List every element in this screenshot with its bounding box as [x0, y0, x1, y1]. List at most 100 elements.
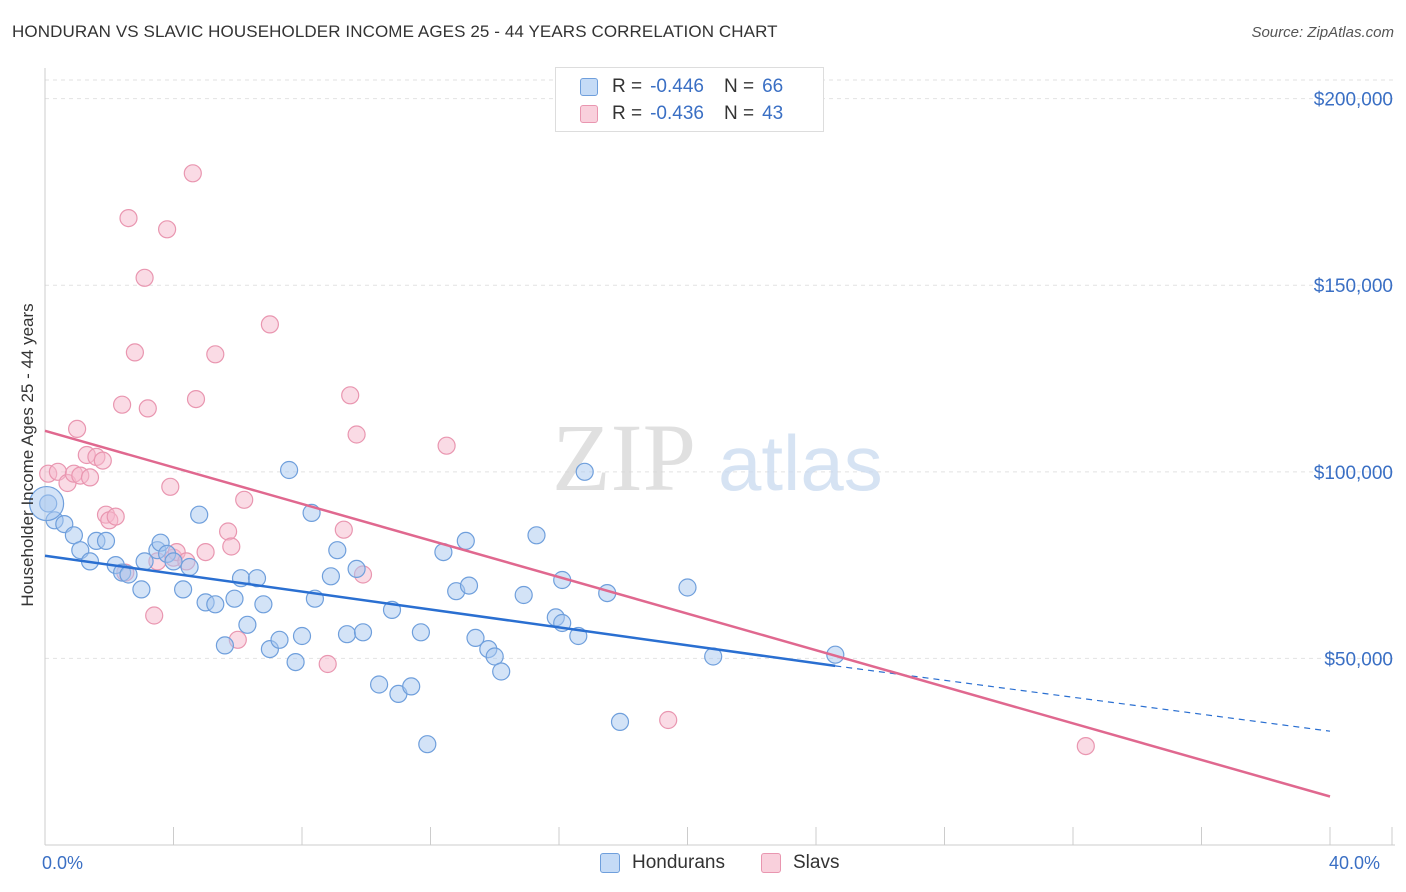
hondurans-point — [610, 712, 630, 732]
slavs-point — [80, 468, 100, 487]
hondurans-point — [527, 526, 546, 545]
watermark-atlas: atlas — [718, 419, 883, 507]
slavs-point — [318, 654, 337, 674]
slavs-point — [135, 268, 154, 287]
legend-swatch-slavs — [580, 105, 598, 123]
slavs-point — [145, 606, 164, 625]
stats-legend: R = -0.446 N = 66 R = -0.436 N = 43 — [555, 67, 824, 132]
chart-title: HONDURAN VS SLAVIC HOUSEHOLDER INCOME AG… — [12, 22, 778, 41]
hondurans-point — [411, 623, 430, 642]
y-tick-label: $200,000 — [1314, 90, 1393, 111]
hondurans-point — [206, 595, 225, 614]
hondurans-point — [485, 647, 504, 666]
y-tick-label: $150,000 — [1314, 276, 1393, 297]
hondurans-point-large — [29, 485, 65, 522]
hondurans-point — [337, 625, 357, 644]
grid-lines — [45, 79, 1395, 659]
hondurans-point — [321, 567, 340, 586]
hondurans-point — [238, 615, 257, 634]
hondurans-point — [353, 623, 373, 642]
hondurans-point — [292, 626, 312, 646]
slavs-point — [334, 520, 353, 539]
bottom-legend-swatch-slavs — [761, 853, 781, 873]
hondurans-point — [254, 595, 273, 614]
watermark-zip: ZIP — [552, 404, 696, 511]
hondurans-point — [459, 576, 479, 595]
slavs-point — [206, 345, 225, 364]
hondurans-point — [402, 677, 421, 696]
legend-r-label: R = — [612, 76, 643, 97]
hondurans-point — [418, 735, 437, 754]
slavs-point — [67, 419, 87, 438]
hondurans-point — [575, 462, 594, 481]
bottom-legend-hondurans: Hondurans — [600, 852, 725, 874]
slavs-point — [186, 390, 206, 409]
bottom-legend-label-hondurans: Hondurans — [632, 852, 725, 873]
y-tick-label: $100,000 — [1314, 463, 1393, 484]
slavs-point — [260, 315, 279, 334]
legend-swatch-hondurans — [580, 78, 598, 96]
bottom-legend-slavs: Slavs — [761, 852, 839, 874]
legend-row-hondurans: R = -0.446 N = 66 — [580, 75, 783, 99]
hondurans-point — [492, 662, 511, 681]
slavs-point — [138, 399, 157, 418]
hondurans-point — [132, 580, 151, 599]
y-axis-label: Householder Income Ages 25 - 44 years — [18, 303, 37, 607]
legend-n-label: N = — [723, 103, 755, 124]
chart-source: Source: ZipAtlas.com — [1251, 24, 1394, 41]
hondurans-point — [174, 580, 193, 599]
slavs-point — [161, 477, 180, 496]
slavs-point — [183, 164, 202, 183]
legend-r-value: -0.436 — [650, 103, 704, 124]
hondurans-point — [270, 630, 289, 649]
hondurans-point — [180, 557, 199, 577]
slavs-point — [112, 395, 132, 414]
x-tick-label-max: 40.0% — [1329, 853, 1381, 873]
bottom-legend-swatch-hondurans — [600, 853, 620, 873]
hondurans-point — [286, 652, 305, 672]
bottom-legend-label-slavs: Slavs — [793, 852, 840, 873]
slavs-point — [196, 542, 215, 562]
hondurans-point — [215, 636, 234, 655]
y-tick-label: $50,000 — [1324, 649, 1393, 670]
hondurans-point — [225, 589, 244, 608]
legend-n-value: 43 — [762, 103, 784, 124]
hondurans-point — [678, 578, 697, 597]
slavs-point — [347, 425, 366, 444]
hondurans-point — [190, 505, 209, 524]
y-tick-labels: $50,000 $100,000 $150,000 $200,000 — [1314, 90, 1393, 671]
slavs-point — [106, 507, 125, 526]
legend-n-label: N = — [723, 76, 755, 97]
hondurans-point — [119, 565, 138, 584]
trend-lines — [44, 429, 1331, 798]
hondurans-point — [96, 531, 116, 551]
hondurans-point — [514, 585, 533, 605]
hondurans-trend-line — [44, 554, 836, 668]
hondurans-point — [347, 559, 366, 579]
hondurans-point — [247, 569, 267, 588]
legend-r-value: -0.446 — [650, 76, 704, 97]
watermark: ZIP atlas — [552, 404, 883, 511]
slavs-point — [219, 522, 238, 541]
hondurans-point — [280, 460, 299, 480]
hondurans-point — [466, 628, 485, 648]
slavs-point — [341, 386, 360, 405]
slavs-point — [235, 490, 254, 509]
slavs-point — [1076, 736, 1095, 756]
hondurans-point — [164, 552, 183, 571]
axes — [44, 68, 1395, 846]
hondurans-point — [456, 531, 475, 551]
hondurans-point — [370, 675, 389, 694]
slavs-point — [437, 436, 456, 455]
x-tick-label-min: 0.0% — [42, 853, 84, 873]
legend-n-value: 66 — [762, 76, 784, 97]
slavs-trend-line — [44, 429, 1331, 798]
slavs-point — [93, 451, 112, 470]
slavs-point — [125, 343, 144, 362]
slavs-point — [659, 710, 678, 730]
slavs-point — [158, 220, 177, 239]
legend-r-label: R = — [612, 103, 643, 124]
slavs-point — [222, 537, 241, 556]
legend-row-slavs: R = -0.436 N = 43 — [580, 102, 783, 126]
